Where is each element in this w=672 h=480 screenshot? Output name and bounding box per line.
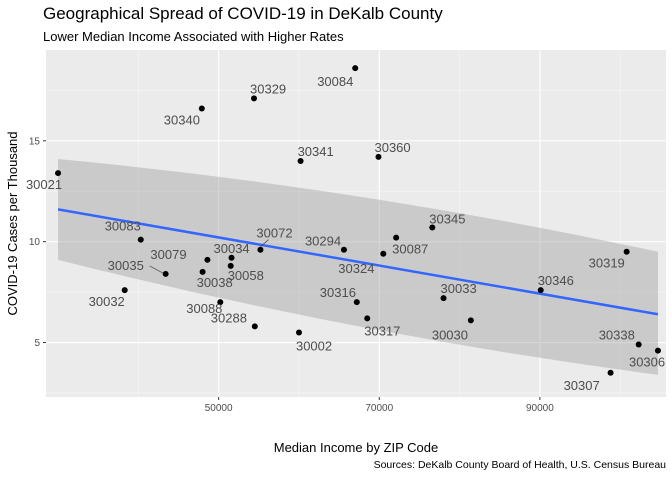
data-point (393, 234, 400, 241)
point-label: 30087 (392, 242, 428, 257)
data-point (440, 295, 447, 302)
data-point (429, 224, 436, 231)
data-point (137, 236, 144, 243)
data-point (340, 246, 347, 253)
point-label: 30033 (441, 281, 477, 296)
point-label: 30072 (256, 226, 292, 241)
point-label: 30345 (429, 212, 465, 227)
data-point (364, 315, 371, 322)
data-point (199, 268, 206, 275)
point-label: 30079 (150, 247, 186, 262)
x-axis: 50000 70000 90000 (205, 397, 554, 414)
point-label: 30038 (197, 275, 233, 290)
point-label: 30034 (214, 241, 250, 256)
data-point (228, 254, 235, 261)
data-point (251, 323, 258, 330)
data-point (295, 329, 302, 336)
x-tick-label: 70000 (365, 403, 393, 414)
point-label: 30294 (305, 234, 341, 249)
confidence-band (58, 158, 658, 375)
point-label: 30002 (296, 338, 332, 353)
point-label: 30021 (26, 177, 62, 192)
label-leader-line (149, 265, 163, 274)
point-label: 30083 (105, 219, 141, 234)
y-tick-label: 5 (34, 338, 40, 349)
data-point (121, 287, 128, 294)
data-point (607, 369, 614, 376)
label-leaders (149, 239, 269, 274)
data-point (467, 317, 474, 324)
y-axis-title: COVID-19 Cases per Thousand (5, 131, 20, 315)
point-label: 30084 (317, 74, 353, 89)
grid-major (46, 50, 666, 397)
chart-title: Geographical Spread of COVID-19 in DeKal… (43, 4, 443, 23)
point-label: 30035 (108, 258, 144, 273)
data-point (537, 287, 544, 294)
point-label: 30307 (564, 378, 600, 393)
label-leader-line (260, 239, 269, 248)
y-axis: 5 10 15 (29, 136, 46, 349)
point-label: 30340 (164, 113, 200, 128)
data-point (227, 262, 234, 269)
point-labels: 30021 30032 30083 30035 30038 30079 30088 30340… (26, 74, 665, 393)
data-points (55, 65, 661, 376)
data-point (297, 157, 304, 164)
data-point (162, 270, 169, 277)
point-label: 30317 (364, 323, 400, 338)
point-label: 30306 (629, 355, 665, 370)
point-label: 30360 (374, 140, 410, 155)
point-label: 30030 (432, 327, 468, 342)
point-label: 30338 (599, 328, 635, 343)
data-point (251, 95, 258, 102)
data-point (380, 250, 387, 257)
chart-caption: Sources: DeKalb County Board of Health, … (373, 459, 666, 471)
y-tick-label: 10 (29, 237, 41, 248)
data-point (353, 299, 360, 306)
point-label: 30288 (211, 310, 247, 325)
plot-panel (46, 50, 666, 397)
data-point (352, 65, 359, 72)
trend-line (57, 208, 659, 316)
data-point (204, 256, 211, 263)
data-point (375, 153, 382, 160)
x-tick-label: 50000 (205, 403, 233, 414)
point-label: 30324 (338, 261, 374, 276)
data-point (55, 170, 62, 177)
data-point (635, 341, 642, 348)
y-tick-label: 15 (29, 136, 41, 147)
point-label: 30058 (228, 268, 264, 283)
point-label: 30341 (298, 144, 334, 159)
data-point (217, 299, 224, 306)
grid-minor (46, 50, 666, 397)
data-point (654, 347, 661, 354)
x-tick-label: 90000 (526, 403, 554, 414)
point-label: 30316 (320, 285, 356, 300)
data-point (623, 248, 630, 255)
point-label: 30032 (89, 294, 125, 309)
data-point (257, 246, 264, 253)
x-axis-title: Median Income by ZIP Code (274, 440, 439, 455)
point-label: 30329 (250, 81, 286, 96)
point-label: 30088 (186, 301, 222, 316)
point-label: 30346 (538, 273, 574, 288)
chart-subtitle: Lower Median Income Associated with High… (43, 29, 344, 44)
data-point (198, 105, 205, 112)
point-label: 30319 (589, 256, 625, 271)
